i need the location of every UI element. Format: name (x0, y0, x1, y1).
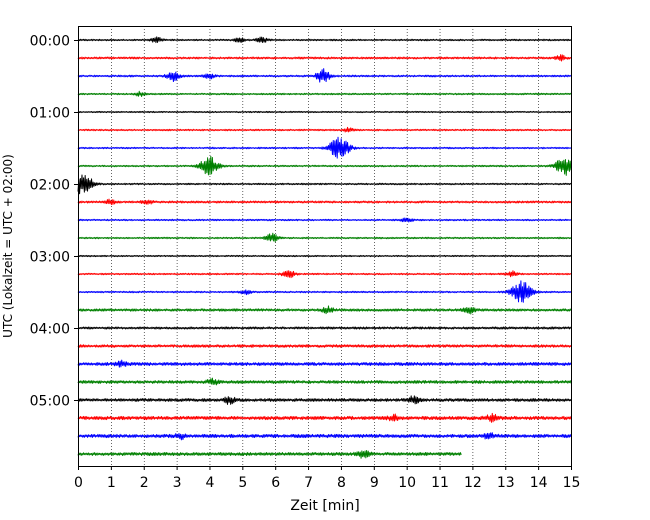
trace-0445 (77, 377, 572, 386)
x-tick-label: 13 (497, 475, 515, 491)
x-axis-label: Zeit [min] (290, 498, 359, 514)
y-tick-label: 01:00 (30, 106, 70, 122)
x-tick-label: 10 (398, 475, 416, 491)
trace-0200 (77, 174, 572, 195)
y-axis-ticks: 00:00 01:00 02:00 03:00 04:00 05:00 (30, 34, 78, 410)
x-tick-label: 14 (530, 475, 548, 491)
trace-0300 (77, 254, 572, 258)
trace-0430 (77, 359, 572, 368)
trace-0030 (77, 68, 572, 83)
x-tick-label: 0 (74, 475, 83, 491)
x-tick-label: 15 (563, 475, 581, 491)
trace-0415 (77, 344, 572, 348)
x-tick-label: 7 (304, 475, 313, 491)
trace-0530 (77, 432, 572, 441)
trace-0145 (77, 155, 572, 176)
x-tick-label: 6 (271, 475, 280, 491)
y-axis-label: UTC (Lokalzeit = UTC + 02:00) (1, 154, 15, 338)
x-tick-label: 2 (140, 475, 149, 491)
y-tick-label: 03:00 (30, 250, 70, 266)
x-tick-label: 1 (107, 475, 116, 491)
x-tick-label: 11 (431, 475, 449, 491)
trace-0100 (77, 110, 572, 114)
trace-0400 (77, 326, 572, 330)
trace-0130 (77, 136, 572, 159)
trace-0315 (77, 270, 572, 279)
seismogram-traces (77, 36, 572, 459)
y-tick-label: 00:00 (30, 34, 70, 50)
trace-0215 (77, 198, 572, 206)
trace-0500 (77, 395, 572, 405)
plot-frame (78, 26, 572, 467)
y-tick-label: 02:00 (30, 178, 70, 194)
y-tick-label: 05:00 (30, 394, 70, 410)
x-axis-ticks: 0 1 2 3 4 5 6 7 8 9 10 11 12 13 14 15 (74, 466, 580, 491)
trace-0230 (77, 217, 572, 223)
trace-0115 (77, 126, 572, 133)
x-tick-label: 3 (173, 475, 182, 491)
x-tick-label: 4 (206, 475, 215, 491)
trace-0545 (77, 450, 462, 459)
trace-0045 (77, 90, 572, 97)
trace-0015 (77, 54, 572, 62)
y-tick-label: 04:00 (30, 322, 70, 338)
trace-0330 (77, 280, 572, 303)
trace-0000 (77, 36, 572, 44)
trace-0345 (77, 305, 572, 315)
x-tick-label: 12 (464, 475, 482, 491)
vertical-grid (111, 26, 539, 466)
trace-0245 (77, 232, 572, 243)
x-tick-label: 9 (370, 475, 379, 491)
x-tick-label: 8 (337, 475, 346, 491)
trace-0515 (77, 412, 572, 423)
x-tick-label: 5 (238, 475, 247, 491)
